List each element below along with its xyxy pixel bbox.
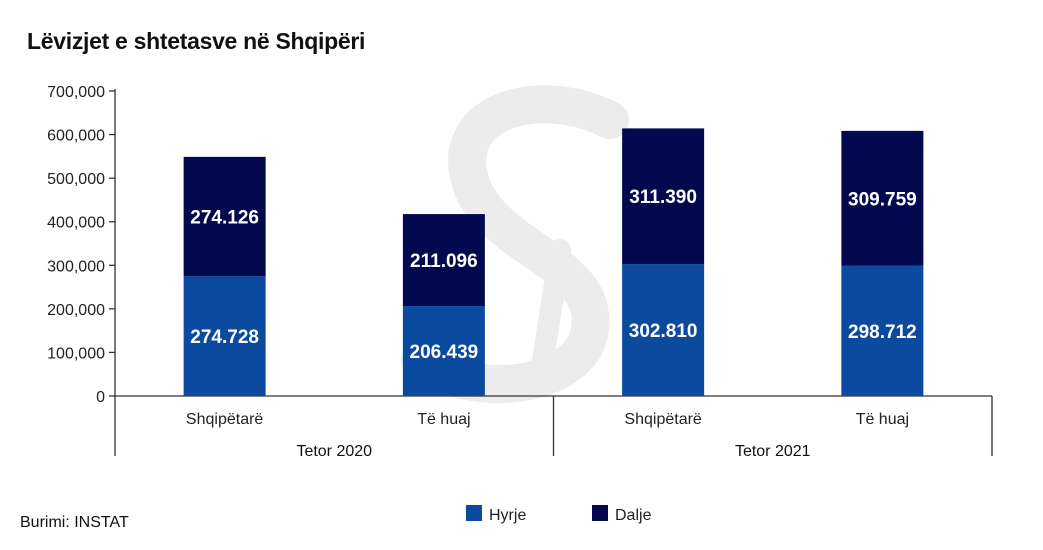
bar-dalje bbox=[402, 214, 485, 307]
legend-swatch-hyrje bbox=[466, 505, 482, 521]
bar-dalje bbox=[622, 128, 705, 265]
y-tick-label: 200,000 bbox=[47, 302, 105, 319]
data-label: 211.096 bbox=[410, 251, 478, 272]
y-tick-label: 300,000 bbox=[47, 258, 105, 275]
y-tick-label: 600,000 bbox=[47, 128, 105, 145]
legend-label: Hyrje bbox=[489, 507, 526, 524]
y-tick-label: 700,000 bbox=[47, 84, 105, 101]
watermark-logo bbox=[401, 85, 629, 403]
legend-swatch-dalje bbox=[592, 505, 608, 521]
source-value: INSTAT bbox=[74, 514, 129, 531]
x-tick-label: Të huaj bbox=[417, 411, 470, 428]
x-tick-label: Të huaj bbox=[856, 411, 909, 428]
group-label: Tetor 2020 bbox=[296, 443, 372, 460]
data-label: 302.810 bbox=[629, 321, 698, 342]
bar-dalje bbox=[183, 156, 266, 277]
data-label: 298.712 bbox=[848, 322, 917, 343]
x-tick-label: Shqipëtarë bbox=[186, 411, 263, 428]
watermark-logo-stem bbox=[529, 239, 571, 391]
x-tick-label: Shqipëtarë bbox=[624, 411, 701, 428]
bar-hyrje bbox=[841, 265, 924, 396]
data-label: 274.126 bbox=[190, 208, 259, 229]
data-label: 311.390 bbox=[629, 187, 697, 208]
y-tick-label: 0 bbox=[96, 389, 105, 406]
y-tick-label: 400,000 bbox=[47, 215, 105, 232]
chart-title: Lëvizjet e shtetasve në Shqipëri bbox=[27, 28, 366, 54]
bar-hyrje bbox=[622, 264, 705, 396]
data-label: 206.439 bbox=[410, 342, 479, 363]
y-tick-label: 500,000 bbox=[47, 171, 105, 188]
legend-label: Dalje bbox=[615, 507, 652, 524]
bar-hyrje bbox=[183, 276, 266, 396]
source-label: Burimi: bbox=[20, 514, 70, 531]
group-label: Tetor 2021 bbox=[735, 443, 811, 460]
bar-dalje bbox=[841, 130, 924, 266]
data-label: 274.728 bbox=[190, 327, 259, 348]
source-note: Burimi: INSTAT bbox=[20, 514, 129, 532]
y-tick-label: 100,000 bbox=[47, 345, 105, 362]
bar-hyrje bbox=[402, 306, 485, 396]
data-label: 309.759 bbox=[848, 189, 917, 210]
